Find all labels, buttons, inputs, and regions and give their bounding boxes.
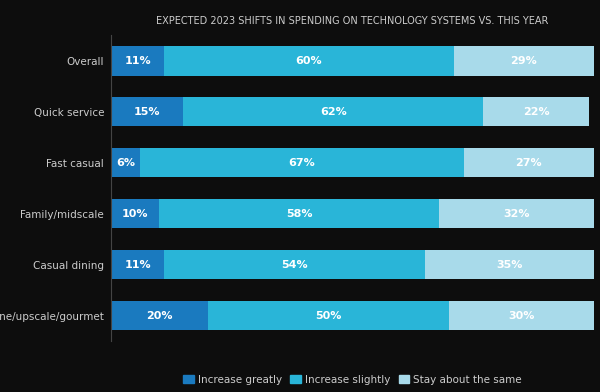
Bar xyxy=(464,148,594,178)
Bar xyxy=(111,97,184,127)
Text: 20%: 20% xyxy=(146,310,173,321)
Bar xyxy=(164,250,425,279)
Text: 62%: 62% xyxy=(320,107,347,117)
Bar xyxy=(483,97,589,127)
Bar xyxy=(449,301,594,330)
Bar xyxy=(111,46,164,76)
Bar xyxy=(439,199,594,229)
Bar xyxy=(111,148,140,178)
Text: 15%: 15% xyxy=(134,107,160,117)
Bar xyxy=(111,250,164,279)
Text: 6%: 6% xyxy=(116,158,135,168)
Title: EXPECTED 2023 SHIFTS IN SPENDING ON TECHNOLOGY SYSTEMS VS. THIS YEAR: EXPECTED 2023 SHIFTS IN SPENDING ON TECH… xyxy=(157,16,548,26)
Bar xyxy=(425,250,594,279)
Text: 29%: 29% xyxy=(511,56,538,66)
Text: 67%: 67% xyxy=(289,158,315,168)
Bar xyxy=(164,46,454,76)
Text: 30%: 30% xyxy=(508,310,535,321)
Text: 35%: 35% xyxy=(496,260,523,270)
Bar xyxy=(454,46,594,76)
Text: 32%: 32% xyxy=(503,209,530,219)
Bar xyxy=(111,301,208,330)
Bar xyxy=(184,97,483,127)
Text: 54%: 54% xyxy=(281,260,308,270)
Text: 60%: 60% xyxy=(296,56,322,66)
Legend: Increase greatly, Increase slightly, Stay about the same: Increase greatly, Increase slightly, Sta… xyxy=(179,371,526,389)
Text: 22%: 22% xyxy=(523,107,550,117)
Text: 27%: 27% xyxy=(515,158,542,168)
Bar xyxy=(140,148,464,178)
Text: 11%: 11% xyxy=(124,56,151,66)
Bar xyxy=(208,301,449,330)
Bar xyxy=(111,199,160,229)
Text: 10%: 10% xyxy=(122,209,148,219)
Text: 58%: 58% xyxy=(286,209,313,219)
Bar xyxy=(160,199,439,229)
Text: 11%: 11% xyxy=(124,260,151,270)
Text: 50%: 50% xyxy=(315,310,341,321)
